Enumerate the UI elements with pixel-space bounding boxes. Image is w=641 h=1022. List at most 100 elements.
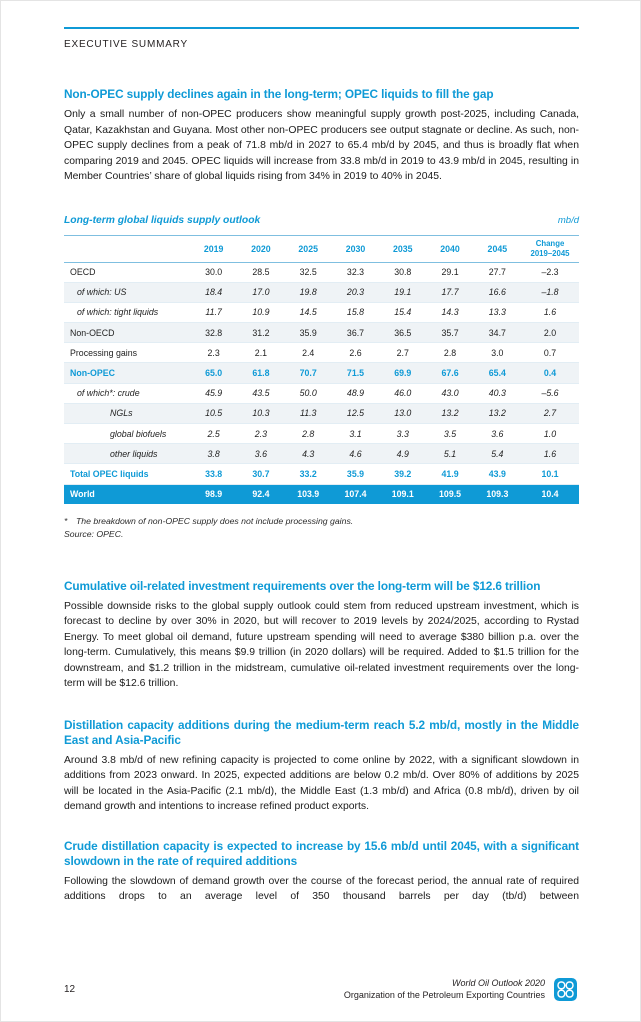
table-cell: –5.6 xyxy=(521,383,579,404)
table-cell: 10.1 xyxy=(521,463,579,485)
table-cell: 15.8 xyxy=(331,302,380,324)
table-column-header: 2030 xyxy=(331,234,380,263)
table-cell: 65.4 xyxy=(473,362,521,384)
table-cell: 5.1 xyxy=(426,443,474,465)
table-corner-cell xyxy=(64,234,190,263)
table-cell: 41.9 xyxy=(426,463,474,485)
table-cell: 70.7 xyxy=(284,362,332,384)
table-cell: 39.2 xyxy=(379,463,427,485)
table-cell: 2.5 xyxy=(190,423,238,445)
table-cell: 3.0 xyxy=(473,342,521,364)
table-cell: 61.8 xyxy=(237,362,285,384)
table-cell: 36.7 xyxy=(331,322,380,344)
table-cell: 13.2 xyxy=(473,403,521,425)
table-cell: 109.3 xyxy=(473,484,521,504)
table-cell: 2.0 xyxy=(521,322,579,344)
table-cell: 103.9 xyxy=(284,484,332,504)
table-cell: 36.5 xyxy=(379,322,427,344)
table-cell: 3.1 xyxy=(331,423,380,445)
table-cell: 29.1 xyxy=(426,262,474,283)
table-cell: 43.9 xyxy=(473,463,521,485)
table-row: NGLs 10.5 10.3 11.3 12.5 13.0 13.2 13.2 2.7 xyxy=(64,403,579,425)
table-cell: 71.5 xyxy=(331,362,380,384)
table-cell: 17.0 xyxy=(237,282,285,303)
table-cell: 10.9 xyxy=(237,302,285,324)
row-label: Non-OECD xyxy=(64,322,190,344)
table-cell: 17.7 xyxy=(426,282,474,303)
table-row: other liquids 3.8 3.6 4.3 4.6 4.9 5.1 5.4 1.6 xyxy=(64,443,579,465)
publication-title: World Oil Outlook 2020 xyxy=(451,978,545,988)
table-title: Long-term global liquids supply outlook xyxy=(64,214,261,226)
table-cell: 2.6 xyxy=(331,342,380,364)
table-cell: –1.8 xyxy=(521,282,579,303)
table-cell: 34.7 xyxy=(473,322,521,344)
table-cell: 0.7 xyxy=(521,342,579,364)
table-cell: 50.0 xyxy=(284,383,332,404)
table-footnote: * The breakdown of non-OPEC supply does n… xyxy=(64,516,579,526)
footnote-marker: * xyxy=(64,515,68,526)
table-cell: 11.3 xyxy=(284,403,332,425)
table-cell: 35.9 xyxy=(284,322,332,344)
table-cell: 1.6 xyxy=(521,443,579,465)
table-row: of which: US 18.4 17.0 19.8 20.3 19.1 17.7 16.6… xyxy=(64,282,579,303)
table-column-header: 2035 xyxy=(379,234,427,263)
row-label: World xyxy=(64,484,190,504)
section-heading: Non-OPEC supply declines again in the lo… xyxy=(64,87,494,101)
row-label: of which*: crude xyxy=(64,383,190,404)
table-row: Non-OECD 32.8 31.2 35.9 36.7 36.5 35.7 34.7 2.0 xyxy=(64,322,579,344)
table-cell: 2.7 xyxy=(379,342,427,364)
row-label: other liquids xyxy=(64,443,190,465)
table-cell: 4.3 xyxy=(284,443,332,465)
table-cell: 2.3 xyxy=(237,423,285,445)
table-title-row: Long-term global liquids supply outlook … xyxy=(64,215,579,226)
table-column-header: 2040 xyxy=(426,234,474,263)
table-cell: 13.0 xyxy=(379,403,427,425)
row-label: Total OPEC liquids xyxy=(64,463,190,485)
section-distillation-additions: Distillation capacity additions during t… xyxy=(64,718,579,815)
table-cell: 3.8 xyxy=(190,443,238,465)
row-label: Processing gains xyxy=(64,342,190,364)
table-cell: 3.3 xyxy=(379,423,427,445)
section-heading: Cumulative oil-related investment requir… xyxy=(64,578,541,593)
section-body: Only a small number of non-OPEC producer… xyxy=(64,109,579,182)
table-cell: 2.8 xyxy=(426,342,474,364)
table-cell: 45.9 xyxy=(190,383,238,404)
table-column-header: 2045 xyxy=(473,234,521,263)
table-cell: 43.0 xyxy=(426,383,474,404)
table-cell: 32.5 xyxy=(284,262,332,283)
imprint-text: World Oil Outlook 2020 Organization of t… xyxy=(344,978,545,1001)
table-cell: 46.0 xyxy=(379,383,427,404)
supply-table: 2019 2020 2025 2030 2035 2040 2045 Change 2019–… xyxy=(64,234,579,504)
table-source: Source: OPEC. xyxy=(64,528,124,539)
table-cell: 12.5 xyxy=(331,403,380,425)
section-heading: Crude distillation capacity is expected … xyxy=(64,838,579,868)
table-footnotes: * The breakdown of non-OPEC supply does n… xyxy=(64,516,579,539)
table-cell: 33.8 xyxy=(190,463,238,485)
table-cell: 30.7 xyxy=(237,463,285,485)
table-cell: 10.4 xyxy=(521,484,579,504)
table-cell: 5.4 xyxy=(473,443,521,465)
row-label: of which: US xyxy=(64,282,190,303)
table-cell: 30.8 xyxy=(379,262,427,283)
top-rule xyxy=(64,27,579,29)
supply-table-block: Long-term global liquids supply outlook … xyxy=(64,215,579,539)
table-cell: 32.8 xyxy=(190,322,238,344)
table-header-row: 2019 2020 2025 2030 2035 2040 2045 Change 2019–… xyxy=(64,234,579,263)
table-cell: 1.0 xyxy=(521,423,579,445)
table-column-header: 2025 xyxy=(284,234,332,263)
table-cell: 3.6 xyxy=(237,443,285,465)
table-cell: 3.5 xyxy=(426,423,474,445)
table-cell: 48.9 xyxy=(331,383,380,404)
section-investment: Cumulative oil-related investment requir… xyxy=(64,579,579,692)
table-row: of which*: crude 45.9 43.5 50.0 48.9 46.0 43.0… xyxy=(64,383,579,404)
table-cell: 18.4 xyxy=(190,282,238,303)
table-cell: 2.1 xyxy=(237,342,285,364)
table-cell: 15.4 xyxy=(379,302,427,324)
organization-name: Organization of the Petroleum Exporting … xyxy=(343,989,545,1000)
table-cell: 40.3 xyxy=(473,383,521,404)
table-cell: 31.2 xyxy=(237,322,285,344)
table-cell: 4.9 xyxy=(379,443,427,465)
table-cell: 98.9 xyxy=(190,484,238,504)
footnote-text: The breakdown of non-OPEC supply does no… xyxy=(76,515,354,526)
